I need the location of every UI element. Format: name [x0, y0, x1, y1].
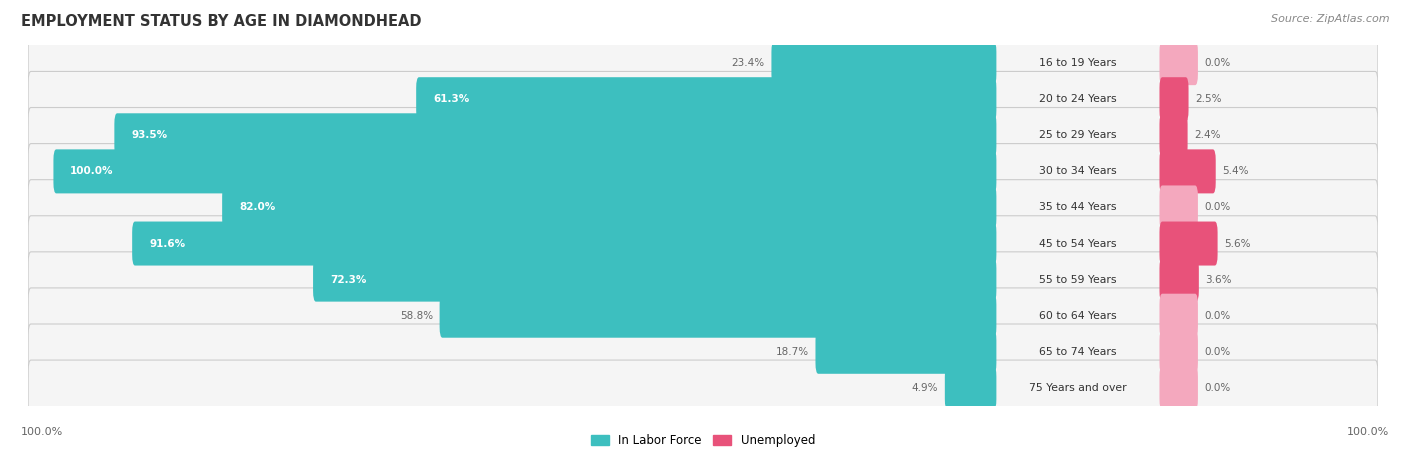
Text: 100.0%: 100.0% [21, 428, 63, 437]
Text: 0.0%: 0.0% [1205, 383, 1230, 393]
FancyBboxPatch shape [28, 143, 1378, 199]
FancyBboxPatch shape [1160, 77, 1188, 121]
Text: 23.4%: 23.4% [731, 58, 765, 68]
FancyBboxPatch shape [416, 77, 997, 121]
Text: 2.5%: 2.5% [1195, 94, 1222, 104]
Text: 4.9%: 4.9% [911, 383, 938, 393]
Text: 2.4%: 2.4% [1194, 130, 1220, 140]
Text: 5.4%: 5.4% [1222, 166, 1249, 176]
Text: 0.0%: 0.0% [1205, 58, 1230, 68]
Text: 0.0%: 0.0% [1205, 202, 1230, 212]
Text: 91.6%: 91.6% [149, 239, 186, 249]
Text: 75 Years and over: 75 Years and over [1029, 383, 1126, 393]
Text: 100.0%: 100.0% [70, 166, 114, 176]
Text: 61.3%: 61.3% [433, 94, 470, 104]
FancyBboxPatch shape [28, 179, 1378, 235]
Text: 0.0%: 0.0% [1205, 347, 1230, 357]
Text: 65 to 74 Years: 65 to 74 Years [1039, 347, 1116, 357]
Text: 55 to 59 Years: 55 to 59 Years [1039, 275, 1116, 285]
Text: 100.0%: 100.0% [1347, 428, 1389, 437]
Text: 93.5%: 93.5% [131, 130, 167, 140]
FancyBboxPatch shape [1160, 258, 1199, 302]
FancyBboxPatch shape [28, 216, 1378, 272]
Text: 25 to 29 Years: 25 to 29 Years [1039, 130, 1116, 140]
FancyBboxPatch shape [114, 113, 997, 157]
FancyBboxPatch shape [132, 221, 997, 266]
Text: 16 to 19 Years: 16 to 19 Years [1039, 58, 1116, 68]
FancyBboxPatch shape [1160, 366, 1198, 410]
Text: 58.8%: 58.8% [399, 311, 433, 321]
FancyBboxPatch shape [440, 294, 997, 338]
FancyBboxPatch shape [314, 258, 997, 302]
Text: 20 to 24 Years: 20 to 24 Years [1039, 94, 1116, 104]
FancyBboxPatch shape [222, 185, 997, 230]
Text: 60 to 64 Years: 60 to 64 Years [1039, 311, 1116, 321]
FancyBboxPatch shape [28, 71, 1378, 127]
Text: 35 to 44 Years: 35 to 44 Years [1039, 202, 1116, 212]
FancyBboxPatch shape [28, 324, 1378, 380]
FancyBboxPatch shape [945, 366, 997, 410]
Text: 3.6%: 3.6% [1205, 275, 1232, 285]
FancyBboxPatch shape [1160, 113, 1188, 157]
Text: 82.0%: 82.0% [239, 202, 276, 212]
Text: 30 to 34 Years: 30 to 34 Years [1039, 166, 1116, 176]
Legend: In Labor Force, Unemployed: In Labor Force, Unemployed [591, 434, 815, 447]
Text: 0.0%: 0.0% [1205, 311, 1230, 321]
FancyBboxPatch shape [28, 35, 1378, 91]
FancyBboxPatch shape [1160, 294, 1198, 338]
FancyBboxPatch shape [1160, 149, 1216, 193]
Text: 45 to 54 Years: 45 to 54 Years [1039, 239, 1116, 249]
FancyBboxPatch shape [1160, 221, 1218, 266]
Text: 18.7%: 18.7% [776, 347, 808, 357]
FancyBboxPatch shape [1160, 41, 1198, 85]
Text: 5.6%: 5.6% [1225, 239, 1251, 249]
FancyBboxPatch shape [53, 149, 997, 193]
Text: Source: ZipAtlas.com: Source: ZipAtlas.com [1271, 14, 1389, 23]
FancyBboxPatch shape [815, 330, 997, 374]
Text: 72.3%: 72.3% [330, 275, 367, 285]
FancyBboxPatch shape [28, 252, 1378, 308]
FancyBboxPatch shape [1160, 185, 1198, 230]
FancyBboxPatch shape [772, 41, 997, 85]
FancyBboxPatch shape [28, 288, 1378, 344]
FancyBboxPatch shape [1160, 330, 1198, 374]
FancyBboxPatch shape [28, 360, 1378, 416]
FancyBboxPatch shape [28, 107, 1378, 163]
Text: EMPLOYMENT STATUS BY AGE IN DIAMONDHEAD: EMPLOYMENT STATUS BY AGE IN DIAMONDHEAD [21, 14, 422, 28]
